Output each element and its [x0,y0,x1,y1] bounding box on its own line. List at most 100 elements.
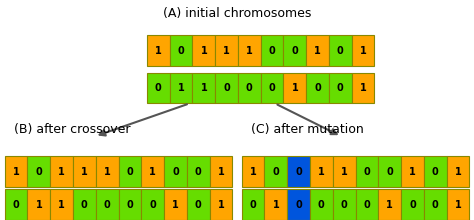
Text: 1: 1 [104,167,110,177]
Text: 1: 1 [360,46,366,56]
Bar [27,189,50,220]
Text: 0: 0 [295,200,302,210]
Bar [329,73,352,103]
Bar [352,35,374,66]
Text: 1: 1 [246,46,253,56]
Text: 0: 0 [341,200,347,210]
Text: 1: 1 [386,200,393,210]
Bar [310,189,333,220]
Bar [238,73,261,103]
Text: 1: 1 [218,200,224,210]
Text: 1: 1 [455,200,461,210]
Text: 0: 0 [273,167,279,177]
Bar [170,35,192,66]
Text: 0: 0 [386,167,393,177]
Text: 0: 0 [250,200,256,210]
Text: 1: 1 [201,83,207,93]
Text: (C) after mutation: (C) after mutation [251,123,364,136]
Text: 1: 1 [36,200,42,210]
Text: 1: 1 [201,46,207,56]
Text: (B) after crossover: (B) after crossover [14,123,131,136]
Text: 1: 1 [273,200,279,210]
Text: 1: 1 [58,167,65,177]
Bar [356,189,378,220]
Text: 0: 0 [246,83,253,93]
Bar [5,189,27,220]
Bar [170,73,192,103]
Text: 0: 0 [81,200,88,210]
Bar [118,189,141,220]
Bar [333,156,356,187]
Bar [356,156,378,187]
Bar [261,35,283,66]
Text: 0: 0 [314,83,321,93]
Text: 0: 0 [409,200,416,210]
Bar [187,189,210,220]
Text: 0: 0 [149,200,156,210]
Bar [447,189,469,220]
Text: 1: 1 [314,46,321,56]
Bar [287,156,310,187]
Bar [164,156,187,187]
Bar [333,189,356,220]
Bar [215,73,238,103]
Text: (A) initial chromosomes: (A) initial chromosomes [163,7,311,20]
Text: 0: 0 [432,200,438,210]
Text: 0: 0 [195,167,201,177]
Bar [401,189,424,220]
Bar [164,189,187,220]
Text: 0: 0 [127,167,133,177]
Text: 0: 0 [13,200,19,210]
Text: 0: 0 [364,167,370,177]
Text: 1: 1 [149,167,156,177]
Text: 1: 1 [223,46,230,56]
Text: 1: 1 [409,167,416,177]
Text: 1: 1 [81,167,88,177]
Bar [27,156,50,187]
Bar [192,73,215,103]
Text: 1: 1 [218,167,224,177]
Bar [378,189,401,220]
Bar [210,156,232,187]
Bar [147,35,170,66]
Bar [378,156,401,187]
Text: 0: 0 [292,46,298,56]
Text: 1: 1 [172,200,179,210]
Bar [352,73,374,103]
Bar [424,189,447,220]
Text: 1: 1 [360,83,366,93]
Bar [96,189,118,220]
Text: 1: 1 [250,167,256,177]
Bar [5,156,27,187]
Text: 0: 0 [172,167,179,177]
Bar [73,156,96,187]
Bar [192,35,215,66]
Text: 0: 0 [318,200,325,210]
Bar [264,156,287,187]
Bar [310,156,333,187]
Bar [50,156,73,187]
Bar [242,189,264,220]
Bar [238,35,261,66]
Text: 1: 1 [292,83,298,93]
Bar [306,73,329,103]
Text: 0: 0 [36,167,42,177]
Bar [73,189,96,220]
Bar [283,73,306,103]
Text: 0: 0 [178,46,184,56]
Bar [401,156,424,187]
Bar [118,156,141,187]
Bar [96,156,118,187]
Bar [261,73,283,103]
Bar [447,156,469,187]
Text: 0: 0 [432,167,438,177]
Text: 0: 0 [104,200,110,210]
Bar [242,156,264,187]
Text: 1: 1 [155,46,162,56]
Bar [424,156,447,187]
Bar [187,156,210,187]
Text: 0: 0 [269,46,275,56]
Text: 0: 0 [223,83,230,93]
Bar [215,35,238,66]
Bar [141,156,164,187]
